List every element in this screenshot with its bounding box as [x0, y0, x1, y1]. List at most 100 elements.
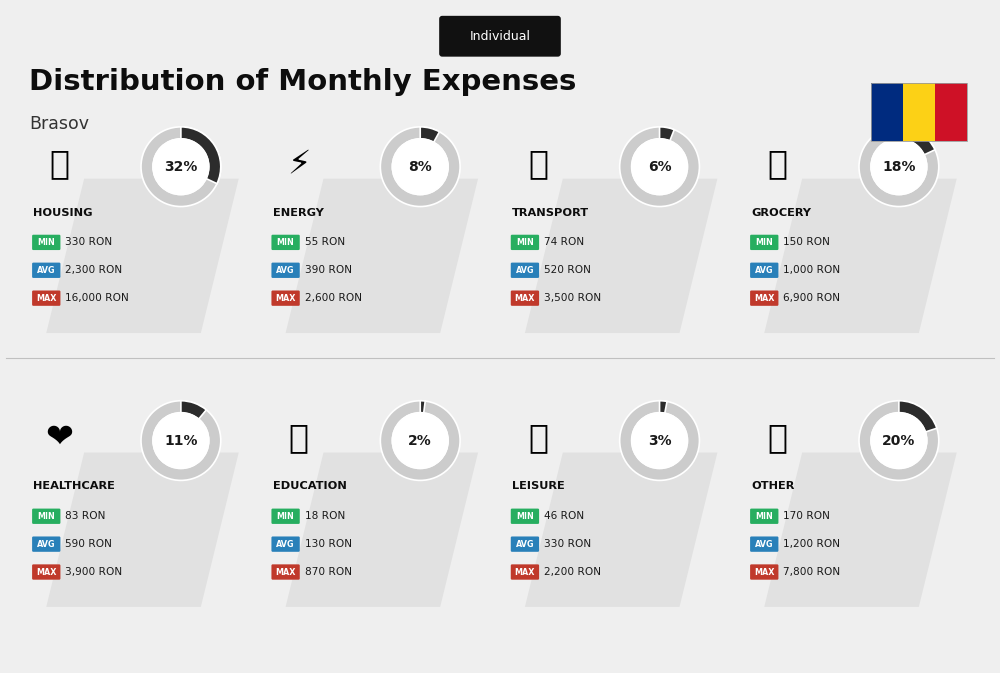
Text: 74 RON: 74 RON: [544, 238, 584, 248]
FancyBboxPatch shape: [511, 262, 539, 278]
Text: 18 RON: 18 RON: [305, 511, 345, 522]
Text: 390 RON: 390 RON: [305, 265, 352, 275]
Text: HOUSING: HOUSING: [33, 207, 93, 217]
Text: Individual: Individual: [470, 30, 530, 43]
Text: TRANSPORT: TRANSPORT: [512, 207, 589, 217]
Polygon shape: [764, 452, 957, 607]
Text: AVG: AVG: [276, 540, 295, 548]
Polygon shape: [46, 452, 239, 607]
FancyBboxPatch shape: [871, 83, 903, 141]
Text: AVG: AVG: [37, 266, 56, 275]
FancyBboxPatch shape: [32, 235, 60, 250]
Text: 3,500 RON: 3,500 RON: [544, 293, 601, 303]
Text: Brasov: Brasov: [29, 115, 89, 133]
Wedge shape: [141, 127, 221, 207]
Text: 16,000 RON: 16,000 RON: [65, 293, 129, 303]
Text: 46 RON: 46 RON: [544, 511, 584, 522]
FancyBboxPatch shape: [32, 536, 60, 552]
Polygon shape: [286, 452, 478, 607]
Polygon shape: [764, 178, 957, 333]
Text: MIN: MIN: [755, 511, 773, 521]
Text: 1,200 RON: 1,200 RON: [783, 539, 840, 549]
Text: 11%: 11%: [164, 433, 198, 448]
Circle shape: [153, 139, 209, 194]
Text: 2,600 RON: 2,600 RON: [305, 293, 362, 303]
Text: 🎓: 🎓: [289, 421, 309, 454]
FancyBboxPatch shape: [271, 262, 300, 278]
FancyBboxPatch shape: [32, 565, 60, 579]
Text: MAX: MAX: [36, 293, 56, 303]
Text: 2,300 RON: 2,300 RON: [65, 265, 122, 275]
Wedge shape: [899, 400, 937, 432]
FancyBboxPatch shape: [511, 509, 539, 524]
Text: 590 RON: 590 RON: [65, 539, 112, 549]
Text: OTHER: OTHER: [751, 481, 795, 491]
Wedge shape: [181, 127, 221, 184]
Wedge shape: [420, 400, 425, 413]
Circle shape: [153, 413, 209, 468]
FancyBboxPatch shape: [439, 16, 561, 57]
FancyBboxPatch shape: [271, 536, 300, 552]
Text: AVG: AVG: [516, 266, 534, 275]
Wedge shape: [380, 400, 460, 481]
Circle shape: [632, 413, 687, 468]
FancyBboxPatch shape: [750, 509, 778, 524]
Text: GROCERY: GROCERY: [751, 207, 811, 217]
Text: HEALTHCARE: HEALTHCARE: [33, 481, 115, 491]
Text: 330 RON: 330 RON: [544, 539, 591, 549]
FancyBboxPatch shape: [750, 235, 778, 250]
Wedge shape: [620, 127, 699, 207]
Polygon shape: [525, 452, 717, 607]
Text: 130 RON: 130 RON: [305, 539, 352, 549]
Text: 2%: 2%: [408, 433, 432, 448]
Text: 20%: 20%: [882, 433, 916, 448]
Text: AVG: AVG: [276, 266, 295, 275]
Wedge shape: [380, 127, 460, 207]
Text: 🏢: 🏢: [49, 147, 69, 180]
FancyBboxPatch shape: [32, 291, 60, 306]
Text: MIN: MIN: [277, 238, 294, 247]
Text: MAX: MAX: [515, 293, 535, 303]
Wedge shape: [859, 127, 939, 207]
Text: 83 RON: 83 RON: [65, 511, 106, 522]
Text: 💰: 💰: [767, 421, 787, 454]
Wedge shape: [420, 127, 439, 142]
Text: 8%: 8%: [408, 160, 432, 174]
Text: 18%: 18%: [882, 160, 916, 174]
Circle shape: [392, 413, 448, 468]
Text: MAX: MAX: [515, 567, 535, 577]
FancyBboxPatch shape: [750, 291, 778, 306]
Text: 3,900 RON: 3,900 RON: [65, 567, 122, 577]
Text: MIN: MIN: [755, 238, 773, 247]
FancyBboxPatch shape: [511, 235, 539, 250]
FancyBboxPatch shape: [32, 262, 60, 278]
Wedge shape: [899, 127, 935, 155]
FancyBboxPatch shape: [32, 509, 60, 524]
FancyBboxPatch shape: [511, 291, 539, 306]
Text: ❤: ❤: [45, 421, 73, 454]
Text: 150 RON: 150 RON: [783, 238, 830, 248]
Wedge shape: [181, 400, 206, 419]
Circle shape: [871, 139, 927, 194]
Text: AVG: AVG: [37, 540, 56, 548]
Text: ⚡: ⚡: [287, 147, 310, 180]
FancyBboxPatch shape: [903, 83, 935, 141]
Text: MIN: MIN: [516, 511, 534, 521]
FancyBboxPatch shape: [511, 565, 539, 579]
Wedge shape: [859, 400, 939, 481]
Wedge shape: [660, 127, 674, 141]
Polygon shape: [525, 178, 717, 333]
FancyBboxPatch shape: [271, 291, 300, 306]
FancyBboxPatch shape: [271, 509, 300, 524]
Text: 330 RON: 330 RON: [65, 238, 112, 248]
Text: 3%: 3%: [648, 433, 671, 448]
Wedge shape: [660, 400, 667, 413]
Text: ENERGY: ENERGY: [273, 207, 324, 217]
Text: 🛍: 🛍: [528, 421, 548, 454]
Text: Distribution of Monthly Expenses: Distribution of Monthly Expenses: [29, 68, 577, 96]
Text: AVG: AVG: [516, 540, 534, 548]
FancyBboxPatch shape: [935, 83, 967, 141]
Text: MAX: MAX: [275, 293, 296, 303]
Text: 520 RON: 520 RON: [544, 265, 591, 275]
Circle shape: [392, 139, 448, 194]
